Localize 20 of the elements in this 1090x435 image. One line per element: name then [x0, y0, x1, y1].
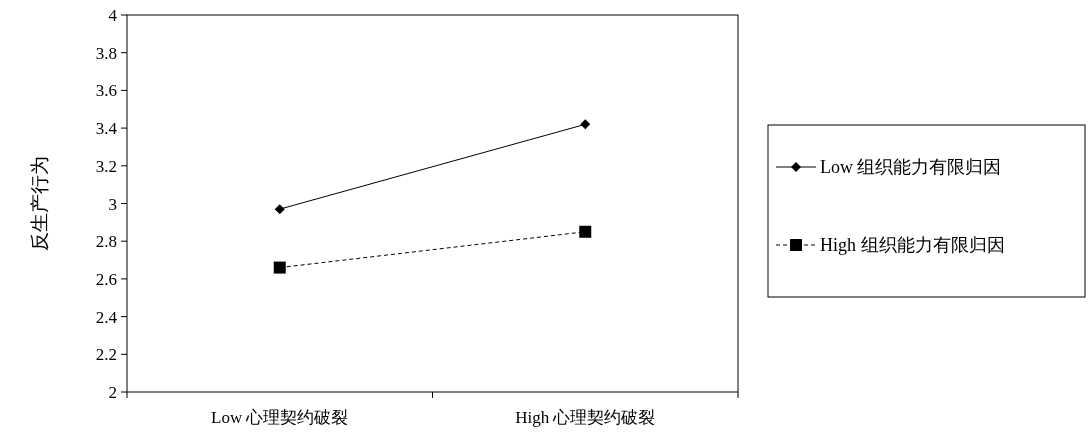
y-tick-label: 2.2 — [95, 345, 117, 365]
y-tick-label: 3.8 — [95, 43, 117, 63]
point — [274, 204, 285, 215]
y-tick-label: 3.4 — [95, 119, 118, 139]
y-axis-title: 反生产行为 — [28, 156, 50, 251]
point — [580, 119, 591, 130]
legend-label: Low 组织能力有限归因 — [820, 157, 1002, 177]
y-tick-label: 3 — [108, 194, 117, 214]
y-tick-label: 2.8 — [95, 232, 117, 252]
y-tick-label: 4 — [108, 6, 118, 25]
y-tick-label: 2.4 — [95, 307, 118, 327]
point — [579, 225, 592, 238]
y-tick-label: 2 — [108, 383, 117, 402]
y-tick-label: 3.6 — [95, 81, 117, 101]
y-tick-label: 2.6 — [95, 269, 117, 289]
legend-label: High 组织能力有限归因 — [820, 235, 1005, 255]
x-tick-label: Low 心理契约破裂 — [211, 408, 349, 427]
y-tick-label: 3.2 — [95, 156, 117, 176]
point — [273, 261, 286, 274]
x-tick-label: High 心理契约破裂 — [515, 408, 656, 427]
